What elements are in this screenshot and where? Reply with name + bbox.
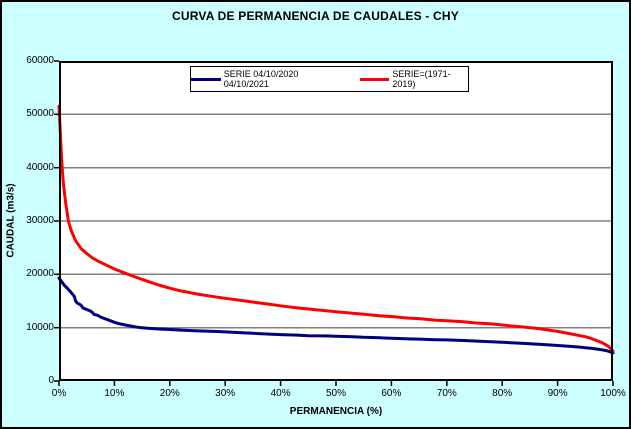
y-axis-title: CAUDAL (m3/s)	[5, 183, 17, 258]
y-tick-label: 30000	[26, 215, 54, 226]
blue-line-swatch	[191, 77, 221, 81]
y-tick-label: 60000	[26, 55, 54, 66]
x-tick-label: 30%	[215, 388, 236, 399]
x-tick-label: 20%	[159, 388, 180, 399]
x-tick-label: 60%	[381, 388, 402, 399]
x-tick-label: 70%	[436, 388, 457, 399]
chart-title: CURVA DE PERMANENCIA DE CAUDALES - CHY	[172, 9, 459, 23]
x-tick-label: 90%	[547, 388, 568, 399]
y-tick-label: 40000	[26, 161, 54, 173]
y-tick-label: 10000	[26, 321, 54, 333]
red-line-swatch	[359, 77, 390, 81]
legend-item-serie-2020-2021: SERIE 04/10/2020 04/10/2021	[191, 69, 338, 89]
x-tick-label: 0%	[51, 388, 67, 399]
x-axis-title: PERMANENCIA (%)	[289, 406, 383, 417]
x-tick-label: 50%	[325, 388, 346, 399]
legend-item-serie-1971-2019: SERIE=(1971-2019)	[359, 69, 468, 89]
legend-label: SERIE 04/10/2020 04/10/2021	[223, 69, 299, 89]
y-tick-label: 20000	[26, 268, 54, 280]
x-tick-label: 80%	[492, 388, 513, 399]
y-tick-label: 0	[48, 375, 54, 386]
x-tick-label: 40%	[270, 388, 291, 399]
x-tick-label: 10%	[104, 388, 125, 399]
legend-label: SERIE=(1971-2019)	[392, 69, 451, 89]
legend: SERIE 04/10/2020 04/10/2021 SERIE=(1971-…	[190, 66, 469, 92]
y-tick-label: 50000	[26, 108, 54, 120]
plot-area	[54, 60, 615, 386]
x-tick-label: 100%	[600, 388, 626, 399]
